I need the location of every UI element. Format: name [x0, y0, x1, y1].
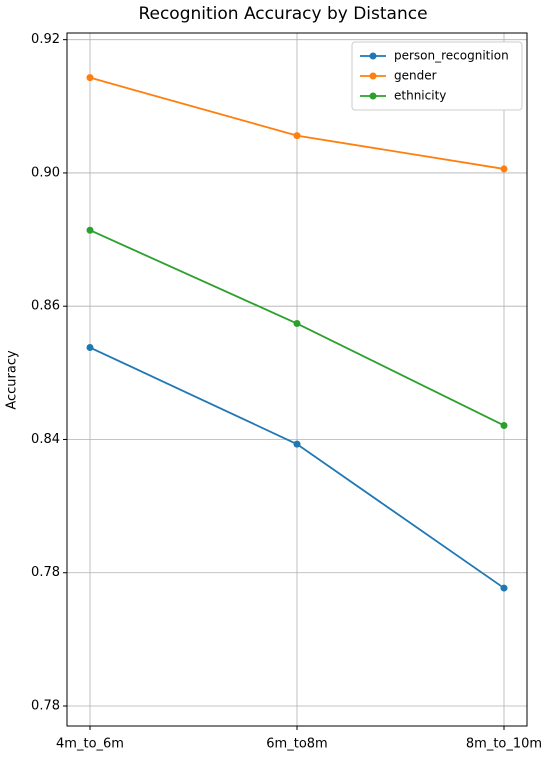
point [86, 226, 94, 234]
point [500, 165, 508, 173]
point [293, 132, 301, 140]
legend-marker [369, 92, 377, 100]
x-tick-label: 6m_to8m [266, 737, 327, 752]
y-tick-label: 0.84 [31, 432, 60, 447]
legend-box [351, 41, 523, 111]
point [500, 421, 508, 429]
y-tick-label: 0.78 [31, 699, 60, 714]
chart-title: Recognition Accuracy by Distance [138, 4, 427, 24]
legend-label: person_recognition [394, 49, 509, 63]
legend-marker [369, 72, 377, 80]
x-tick-label: 8m_to_10m [466, 737, 542, 752]
legend-label: ethnicity [394, 89, 446, 103]
point [293, 440, 301, 448]
plot-frame [66, 32, 528, 727]
point [86, 344, 94, 352]
point [86, 74, 94, 82]
y-axis-label: Accuracy [5, 350, 20, 410]
y-tick-label: 0.90 [31, 165, 60, 180]
point [500, 584, 508, 592]
legend-marker [369, 52, 377, 60]
y-tick-label: 0.78 [31, 565, 60, 580]
point [293, 320, 301, 328]
x-tick-label: 4m_to_6m [56, 737, 124, 752]
legend-label: gender [394, 69, 437, 83]
y-tick-label: 0.86 [31, 299, 60, 314]
y-tick-label: 0.92 [31, 32, 60, 47]
